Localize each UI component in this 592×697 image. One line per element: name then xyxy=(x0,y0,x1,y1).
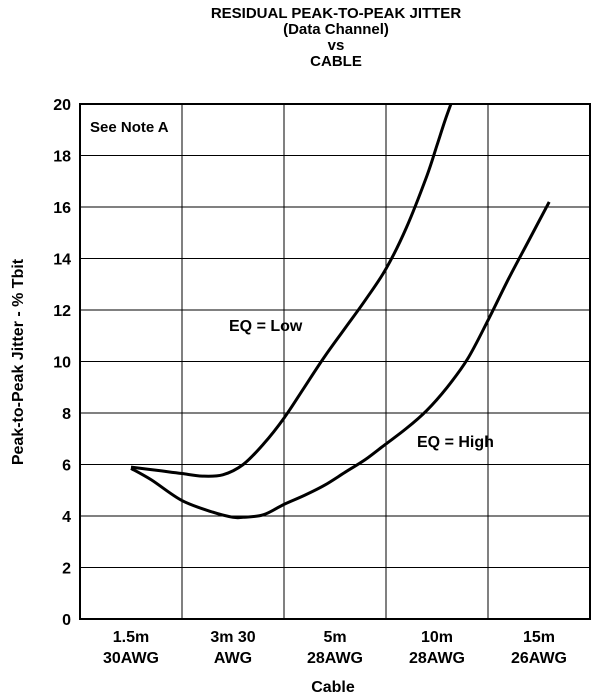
x-tick-label-3-line2: 28AWG xyxy=(409,650,465,667)
grid-lines xyxy=(80,104,590,619)
series-line-eq-low xyxy=(130,104,453,478)
x-tick-label-4-line2: 26AWG xyxy=(511,650,567,667)
x-tick-label-2-line1: 5m xyxy=(323,629,346,646)
y-tick-label-16: 16 xyxy=(53,200,71,217)
y-tick-label-8: 8 xyxy=(62,406,71,423)
x-tick-label-0-line1: 1.5m xyxy=(113,629,149,646)
x-tick-label-1-line2: AWG xyxy=(214,650,252,667)
y-tick-label-18: 18 xyxy=(53,149,71,166)
y-tick-label-0: 0 xyxy=(62,612,71,629)
x-tick-label-1-line1: 3m 30 xyxy=(210,629,255,646)
y-tick-label-14: 14 xyxy=(53,252,71,269)
y-tick-label-10: 10 xyxy=(53,355,71,372)
chart-title-line-4: CABLE xyxy=(310,53,362,70)
y-tick-label-6: 6 xyxy=(62,458,71,475)
x-tick-labels: 1.5m 30AWG 3m 30 AWG 5m 28AWG 10m 28AWG 15m 26AWG xyxy=(103,629,567,667)
plot-frame xyxy=(79,103,591,620)
x-tick-label-4-line1: 15m xyxy=(523,629,555,646)
series-label-eq-low: EQ = Low xyxy=(229,318,303,335)
y-tick-label-20: 20 xyxy=(53,97,71,114)
series-lines xyxy=(130,104,551,520)
y-tick-labels: 0 2 4 6 8 10 12 14 16 18 20 xyxy=(53,97,71,629)
chart-title-line-2: (Data Channel) xyxy=(283,21,389,38)
series-line-eq-high xyxy=(130,201,551,520)
chart-title-line-1: RESIDUAL PEAK-TO-PEAK JITTER xyxy=(210,5,462,22)
chart-title-line-3: vs xyxy=(327,37,345,54)
x-axis-label: Cable xyxy=(311,679,355,696)
x-tick-label-0-line2: 30AWG xyxy=(103,650,159,667)
y-axis-label: Peak-to-Peak Jitter - % Tbit xyxy=(10,258,27,465)
chart-title: RESIDUAL PEAK-TO-PEAK JITTER (Data Chann… xyxy=(80,6,592,70)
x-tick-label-2-line2: 28AWG xyxy=(307,650,363,667)
note-label: See Note A xyxy=(90,119,169,136)
y-tick-label-2: 2 xyxy=(62,561,71,578)
x-tick-label-3-line1: 10m xyxy=(421,629,453,646)
y-tick-label-12: 12 xyxy=(53,303,71,320)
y-tick-label-4: 4 xyxy=(62,509,71,526)
series-label-eq-high: EQ = High xyxy=(417,434,494,451)
